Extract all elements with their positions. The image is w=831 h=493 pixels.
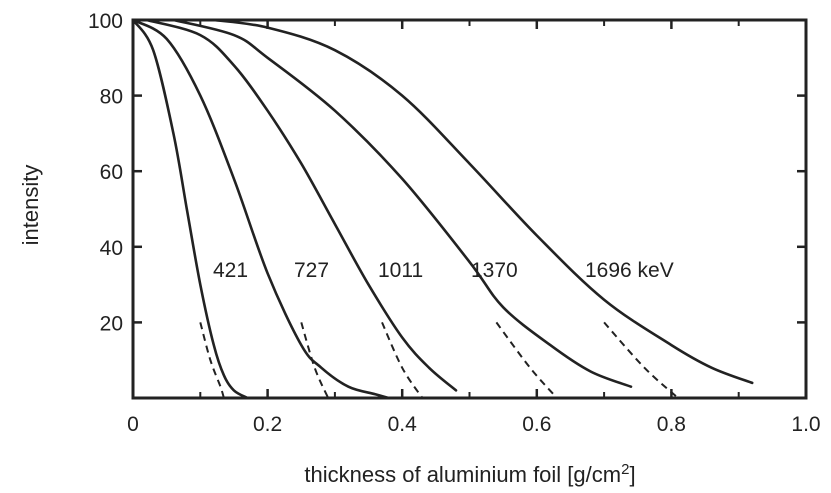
series-extrapolation-4 (603, 321, 679, 399)
y-tick-label: 100 (88, 10, 123, 33)
curves-layer (131, 18, 754, 400)
x-tick-label: 0.6 (522, 413, 551, 436)
series-label-1: 727 (294, 259, 329, 282)
ticks-layer (131, 18, 808, 398)
series-line-0 (131, 18, 249, 400)
y-axis-title: intensity (18, 165, 43, 246)
series-extrapolation-3 (495, 321, 558, 399)
y-tick-label: 80 (100, 86, 123, 109)
y-tick-label: 20 (100, 312, 123, 335)
series-line-3 (172, 18, 633, 388)
series-line-4 (212, 18, 754, 385)
x-axis-title-end: ] (629, 462, 635, 487)
x-axis-title: thickness of aluminium foil [g/cm2] (304, 461, 635, 488)
series-extrapolation-0 (199, 322, 225, 399)
x-axis-title-superscript: 2 (621, 461, 629, 478)
y-tick-label: 40 (100, 237, 123, 260)
series-extrapolation-2 (381, 321, 424, 399)
x-tick-label: 1.0 (791, 413, 820, 436)
series-line-2 (145, 18, 458, 392)
series-label-4: 1696 keV (585, 259, 674, 282)
plot-frame (131, 18, 808, 400)
x-tick-label: 0 (127, 413, 139, 436)
series-label-2: 1011 (378, 259, 423, 282)
curve-labels-layer: 421 727 1011 1370 1696 keV (213, 259, 674, 282)
series-extrapolation-1 (300, 322, 330, 399)
series-label-0: 421 (213, 259, 248, 282)
x-tick-label: 0.2 (253, 413, 282, 436)
x-tick-label: 0.4 (388, 413, 418, 436)
tick-labels-layer: 0 0.2 0.4 0.6 0.8 1.0 20 40 60 80 100 (88, 10, 821, 436)
series-label-3: 1370 (471, 259, 518, 282)
x-tick-label: 0.8 (657, 413, 686, 436)
series-line-1 (131, 18, 390, 400)
y-tick-label: 60 (100, 161, 123, 184)
